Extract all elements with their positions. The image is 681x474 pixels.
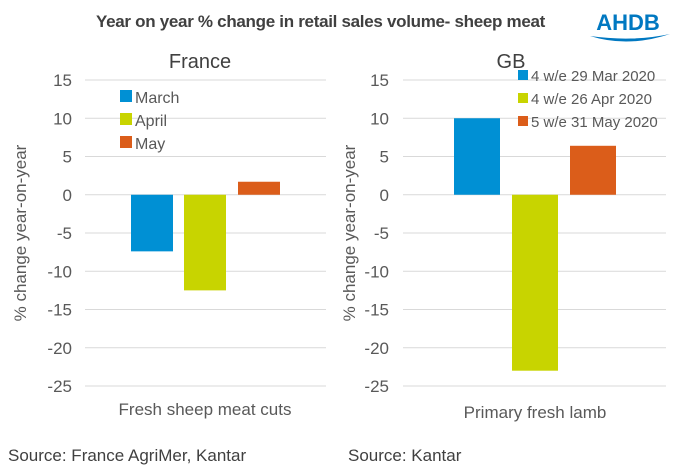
y-tick-label: 15 xyxy=(370,71,389,90)
legend-swatch xyxy=(120,136,132,148)
y-tick-label: -10 xyxy=(364,262,389,281)
logo-wave-icon xyxy=(590,34,670,42)
y-tick-label: 5 xyxy=(380,148,389,167)
x-axis-label: Fresh sheep meat cuts xyxy=(119,400,292,419)
y-tick-label: -10 xyxy=(47,262,72,281)
bar-april xyxy=(184,194,226,291)
y-tick-label: 15 xyxy=(53,71,72,90)
legend-swatch xyxy=(518,116,528,126)
bar-4-w-e-26-apr-2020 xyxy=(512,194,558,371)
y-tick-label: -15 xyxy=(364,301,389,320)
y-axis-label: % change year-on-year xyxy=(340,144,359,321)
bar-may xyxy=(238,181,280,195)
y-tick-label: -25 xyxy=(47,377,72,396)
legend-swatch xyxy=(120,90,132,102)
bar-march xyxy=(131,194,173,252)
legend-label: 4 w/e 26 Apr 2020 xyxy=(531,91,652,108)
bar-4-w-e-29-mar-2020 xyxy=(454,118,500,195)
y-tick-label: -25 xyxy=(364,377,389,396)
legend-label: March xyxy=(135,90,179,107)
y-tick-label: 0 xyxy=(380,186,389,205)
y-tick-label: -20 xyxy=(364,339,389,358)
legend-label: May xyxy=(135,136,165,153)
y-tick-label: 5 xyxy=(63,148,72,167)
chart-title: Year on year % change in retail sales vo… xyxy=(95,12,545,31)
source-gb: Source: Kantar xyxy=(348,446,462,465)
legend-swatch xyxy=(120,113,132,125)
source-france: Source: France AgriMer, Kantar xyxy=(8,446,247,465)
y-tick-label: -15 xyxy=(47,301,72,320)
y-axis-label: % change year-on-year xyxy=(11,144,30,321)
y-tick-label: -5 xyxy=(57,224,72,243)
ahdb-logo: AHDB xyxy=(590,10,670,42)
y-tick-label: 10 xyxy=(370,109,389,128)
y-tick-label: 10 xyxy=(53,109,72,128)
y-tick-label: -5 xyxy=(374,224,389,243)
x-axis-label: Primary fresh lamb xyxy=(464,403,607,422)
legend-label: April xyxy=(135,113,167,130)
legend-label: 5 w/e 31 May 2020 xyxy=(531,114,658,131)
panel-title-0: France xyxy=(169,51,231,73)
y-tick-label: -20 xyxy=(47,339,72,358)
logo-text: AHDB xyxy=(596,10,660,35)
legend-swatch xyxy=(518,93,528,103)
panel-title-1: GB xyxy=(497,51,526,73)
bar-5-w-e-31-may-2020 xyxy=(570,145,616,195)
legend-label: 4 w/e 29 Mar 2020 xyxy=(531,68,655,85)
y-tick-label: 0 xyxy=(63,186,72,205)
legend-swatch xyxy=(518,70,528,80)
